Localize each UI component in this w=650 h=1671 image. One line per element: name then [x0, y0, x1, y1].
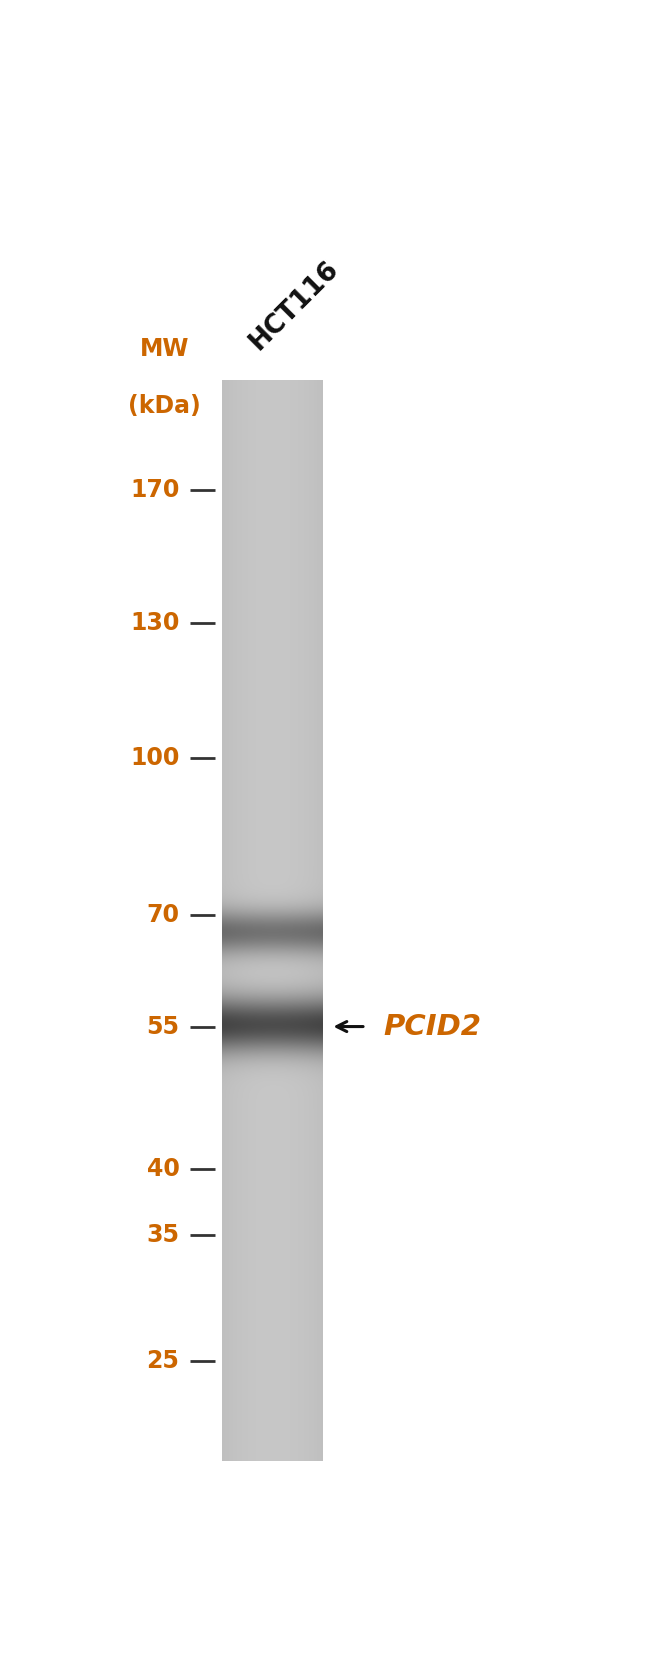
Text: PCID2: PCID2	[384, 1013, 482, 1041]
Text: 55: 55	[146, 1014, 179, 1039]
Text: MW: MW	[140, 338, 189, 361]
Text: 25: 25	[147, 1348, 179, 1374]
Text: 100: 100	[130, 745, 179, 770]
Text: 170: 170	[130, 478, 179, 501]
Text: 35: 35	[146, 1223, 179, 1247]
Text: (kDa): (kDa)	[128, 394, 201, 418]
Text: 130: 130	[130, 610, 179, 635]
Text: HCT116: HCT116	[244, 256, 344, 354]
Text: 40: 40	[147, 1158, 179, 1181]
Text: 70: 70	[146, 902, 179, 927]
